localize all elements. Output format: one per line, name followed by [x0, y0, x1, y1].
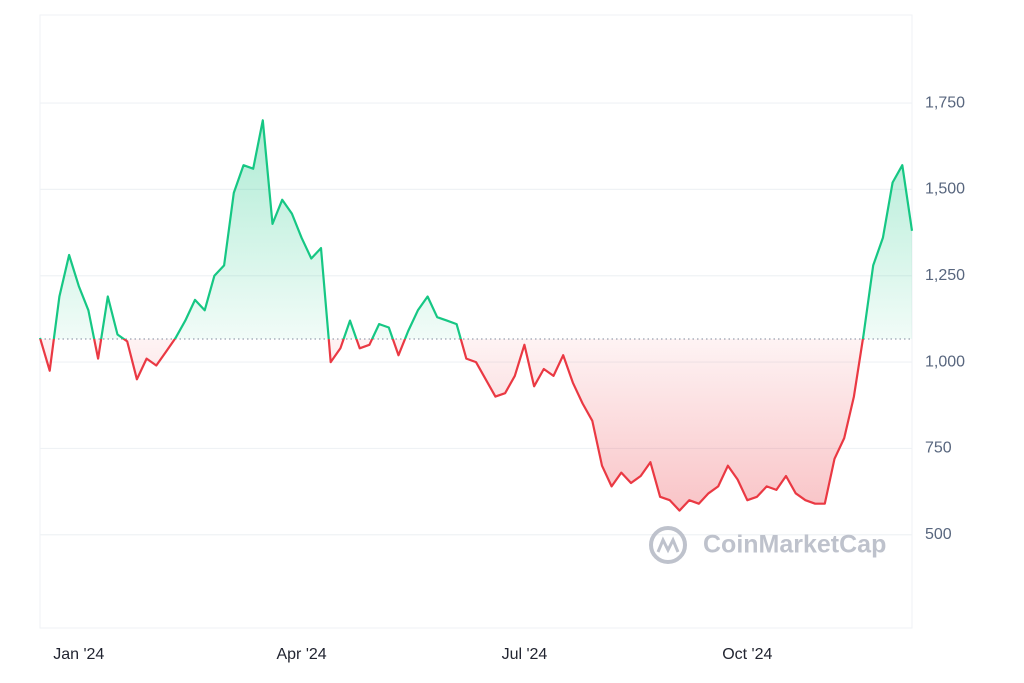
y-tick-label: 1,250	[925, 267, 965, 284]
watermark-logo-mark	[656, 536, 680, 554]
y-tick-label: 1,750	[925, 94, 965, 111]
watermark-text: CoinMarketCap	[703, 531, 886, 559]
y-tick-label: 500	[925, 526, 952, 543]
x-tick-label: Apr '24	[276, 646, 326, 663]
y-tick-label: 1,000	[925, 353, 965, 370]
watermark-logo	[649, 526, 687, 564]
y-tick-label: 750	[925, 440, 952, 457]
x-tick-label: Oct '24	[722, 646, 772, 663]
area-fill-down	[40, 338, 863, 511]
y-tick-label: 1,500	[925, 181, 965, 198]
price-line-down	[39, 338, 865, 512]
x-tick-label: Jul '24	[502, 646, 548, 663]
watermark: CoinMarketCap	[649, 526, 886, 564]
price-line-up	[38, 119, 914, 339]
area-fill-up	[40, 120, 912, 339]
x-tick-label: Jan '24	[53, 646, 104, 663]
